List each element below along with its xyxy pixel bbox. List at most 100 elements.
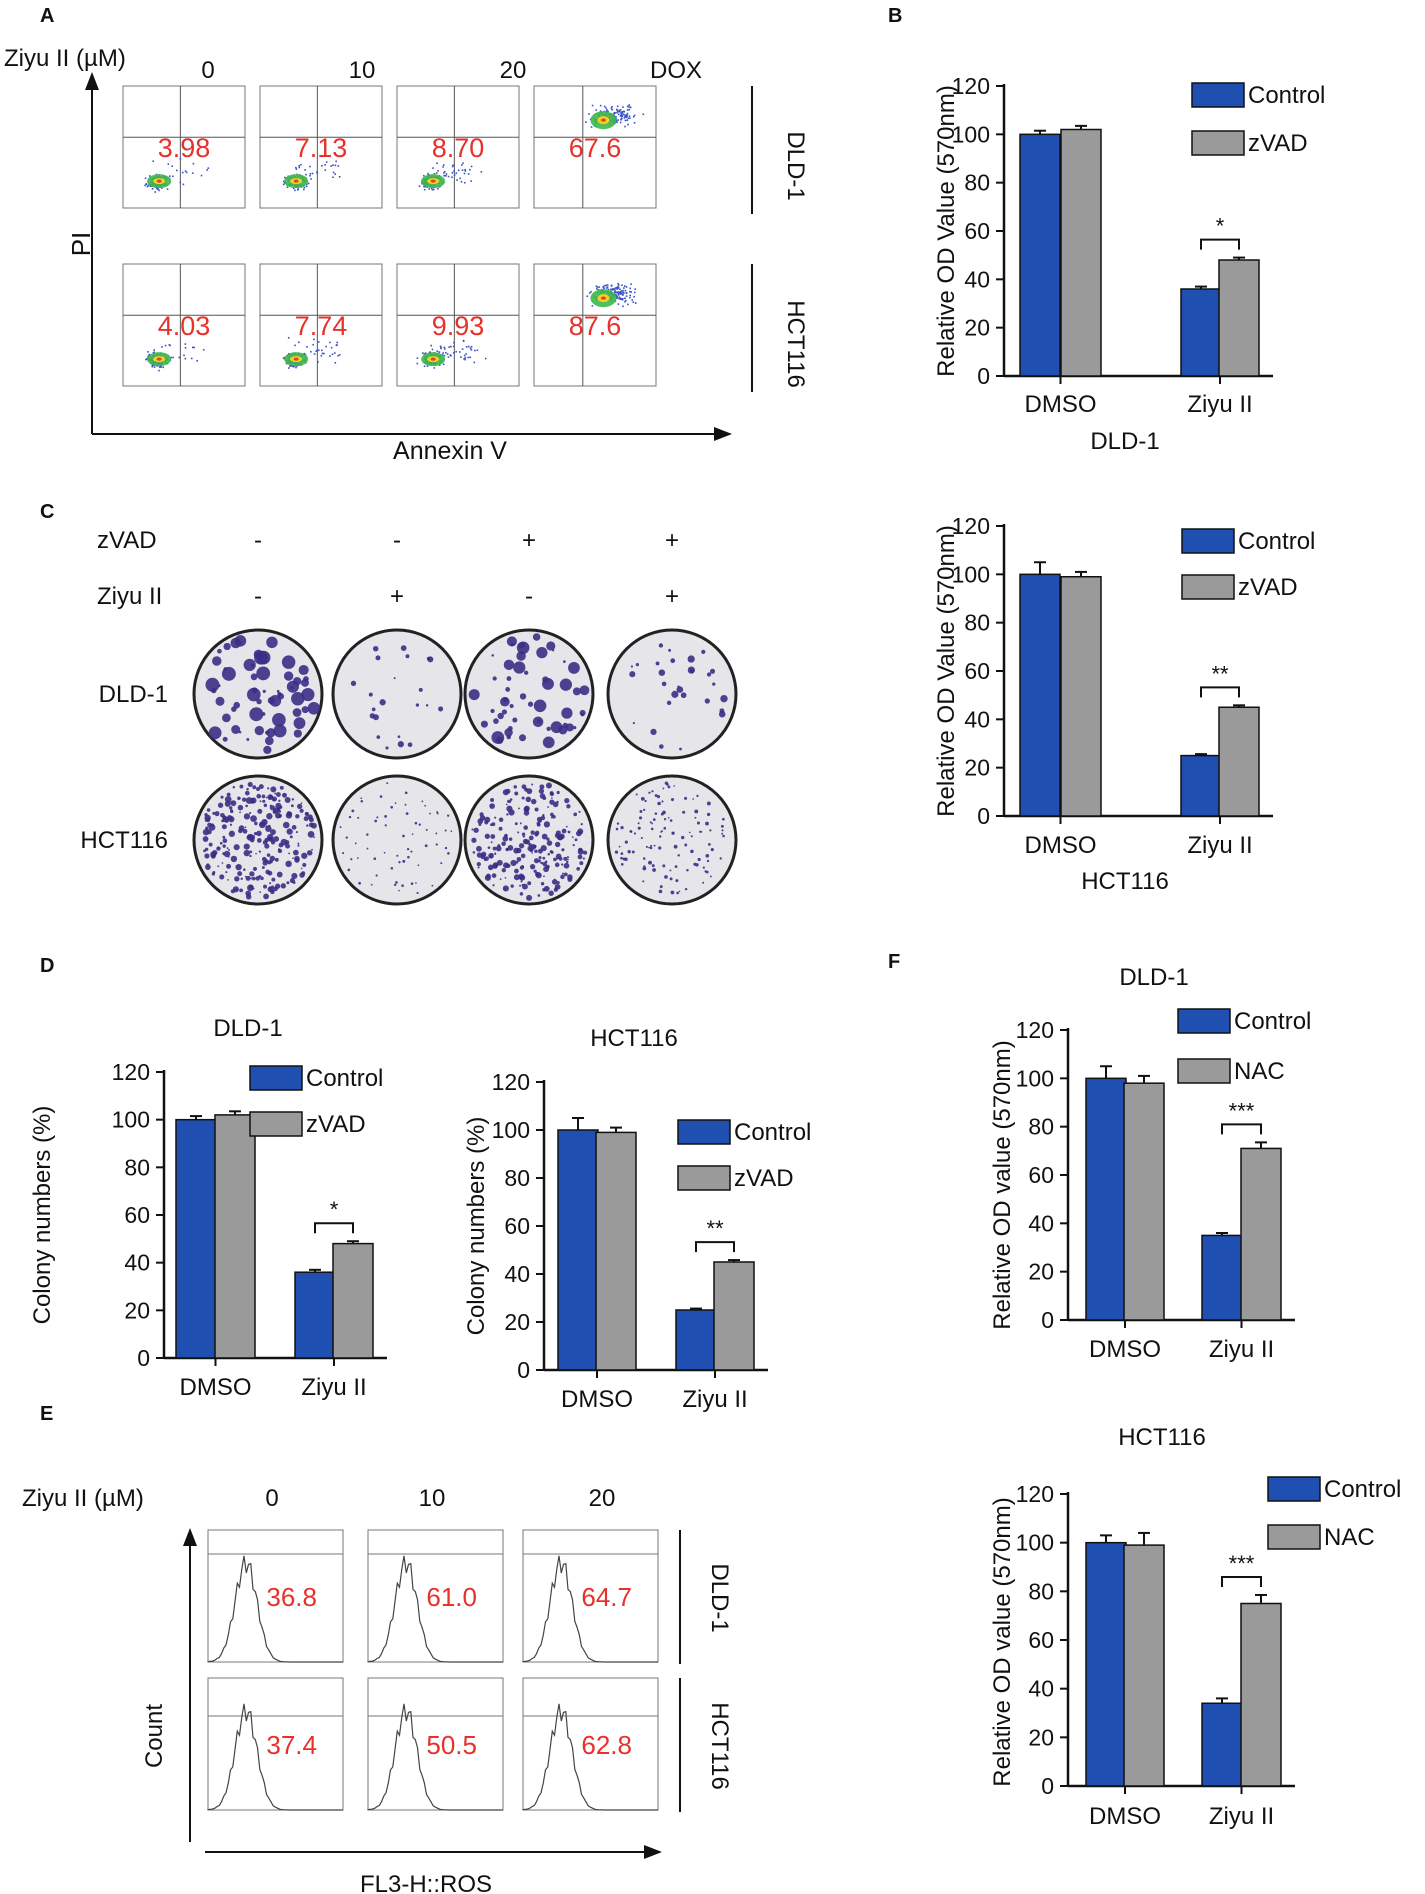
colony xyxy=(371,707,376,712)
event-dot xyxy=(295,166,297,169)
apoptosis-percentage: 67.6 xyxy=(569,133,622,163)
colony xyxy=(243,813,251,820)
colony xyxy=(489,855,493,859)
colony xyxy=(243,868,246,871)
colony xyxy=(551,879,558,885)
colony xyxy=(291,872,298,880)
chart-title: HCT116 xyxy=(1118,1424,1206,1451)
density-center xyxy=(430,179,436,183)
colony xyxy=(407,742,413,748)
colony xyxy=(268,824,271,828)
colony xyxy=(257,808,263,814)
event-dot xyxy=(336,341,338,344)
colony xyxy=(671,690,679,698)
y-tick-label: 100 xyxy=(492,1117,530,1143)
colony xyxy=(450,830,453,833)
colony xyxy=(251,876,256,881)
event-dot xyxy=(151,364,154,367)
colony xyxy=(516,856,522,862)
y-tick-label: 40 xyxy=(504,1261,530,1287)
colony xyxy=(563,856,568,861)
colony xyxy=(292,857,294,860)
colony xyxy=(270,889,275,895)
colony xyxy=(414,821,418,825)
colony xyxy=(670,798,675,802)
colony xyxy=(390,866,394,870)
event-dot xyxy=(629,290,631,293)
colony xyxy=(222,713,231,723)
panel-a-condition-label: Ziyu II (µM) xyxy=(4,45,126,72)
colony xyxy=(532,633,541,641)
legend-label-zvad: zVAD xyxy=(734,1165,794,1192)
event-dot xyxy=(463,354,466,357)
colony xyxy=(528,835,534,841)
colony xyxy=(376,735,381,739)
event-dot xyxy=(148,353,151,356)
event-dot xyxy=(179,181,182,184)
event-dot xyxy=(431,188,434,191)
colony xyxy=(654,794,658,797)
event-dot xyxy=(437,187,439,190)
plate-well xyxy=(331,774,463,906)
colony xyxy=(384,814,387,818)
colony xyxy=(648,860,652,865)
event-dot xyxy=(480,171,483,173)
panel-e-row-label: HCT116 xyxy=(706,1702,733,1790)
colony xyxy=(694,816,697,819)
colony xyxy=(444,846,448,850)
colony xyxy=(551,797,553,799)
colony xyxy=(481,851,487,857)
significance-marker: ** xyxy=(706,1216,724,1241)
colony xyxy=(266,728,276,738)
event-dot xyxy=(609,288,612,291)
colony xyxy=(562,660,566,664)
colony xyxy=(639,810,643,813)
event-dot xyxy=(181,171,184,174)
event-dot xyxy=(161,346,163,348)
legend-swatch-control xyxy=(1267,1476,1321,1502)
colony xyxy=(719,708,725,714)
histogram-frame xyxy=(367,1529,504,1663)
colony xyxy=(527,846,533,852)
colony xyxy=(537,894,541,897)
dot-plot: 7.13 xyxy=(259,85,383,209)
colony xyxy=(649,821,652,824)
colony xyxy=(578,810,581,813)
colony xyxy=(661,681,667,687)
colony xyxy=(239,888,243,893)
colony xyxy=(374,819,378,823)
colony xyxy=(230,809,234,814)
y-tick-label: 20 xyxy=(964,755,990,781)
colony xyxy=(661,800,664,803)
event-dot xyxy=(443,172,445,174)
colony xyxy=(354,842,357,845)
event-dot xyxy=(172,175,174,178)
colony xyxy=(564,797,570,804)
colony xyxy=(547,806,550,808)
colony xyxy=(276,689,280,693)
colony xyxy=(270,829,276,836)
colony xyxy=(484,833,490,839)
colony xyxy=(204,819,207,822)
colony xyxy=(576,867,581,871)
y-tick-label: 120 xyxy=(492,1069,530,1095)
colony xyxy=(273,724,287,738)
colony xyxy=(264,843,270,849)
significance-marker: *** xyxy=(1229,1098,1255,1123)
event-dot xyxy=(424,352,427,354)
colony xyxy=(629,830,633,833)
colony xyxy=(232,886,239,893)
event-dot xyxy=(598,286,601,288)
significance-bracket xyxy=(1200,238,1240,250)
panel-c-row-label-hct116: HCT116 xyxy=(80,827,168,854)
colony xyxy=(536,822,541,827)
event-dot xyxy=(145,183,148,185)
chart-title: DLD-1 xyxy=(1119,964,1188,991)
event-dot xyxy=(621,284,623,287)
significance-bracket xyxy=(1200,686,1240,698)
dot-plot: 3.98 xyxy=(122,85,246,209)
colony xyxy=(300,867,303,870)
colony xyxy=(253,868,256,872)
event-dot xyxy=(619,298,622,301)
event-dot xyxy=(463,358,465,360)
